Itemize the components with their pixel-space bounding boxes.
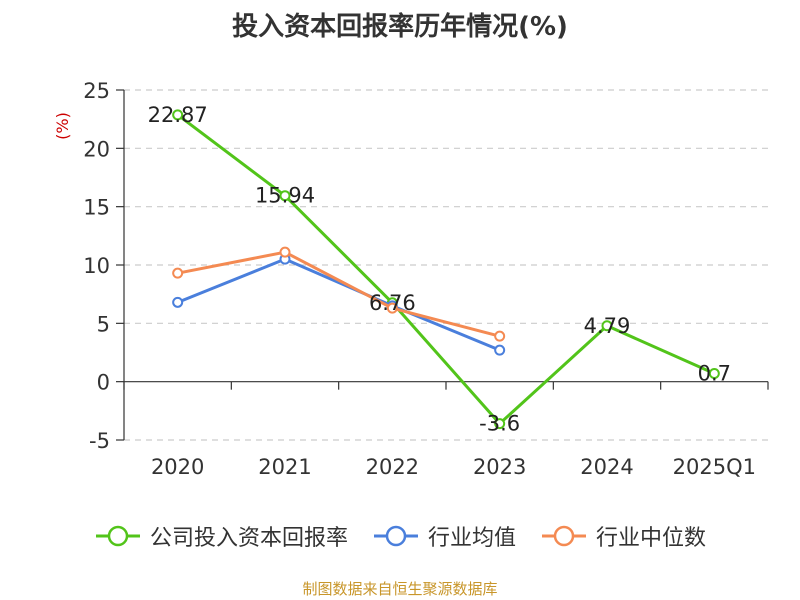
data-label: -3.6 [479,412,520,436]
x-tick-label: 2024 [580,455,633,479]
data-label: 4.79 [584,314,631,338]
axes: 25 20 15 10 5 0 -5 2020 2021 2022 2023 2024 2025Q1 (%… [53,79,769,479]
legend-item[interactable]: 公司投入资本回报率 [94,520,348,552]
y-tick-label: 10 [83,254,110,278]
data-point [279,190,291,202]
data-point [172,109,184,121]
legend-label: 行业均值 [427,526,516,551]
series-line [177,257,501,352]
x-tick-label: 2021 [258,455,311,479]
y-tick-label: 15 [83,196,110,220]
data-label: 0.7 [698,362,731,386]
chart-title: 投入资本回报率历年情况(%) [232,12,568,42]
y-tick-label: 5 [97,312,110,336]
data-point [708,368,720,379]
series-lines [172,109,720,430]
data-label: 22.87 [148,103,208,127]
data-label: 15.94 [255,184,315,208]
x-tick-label: 2020 [151,455,204,479]
series-line [177,250,501,338]
x-tick-label: 2022 [366,455,419,479]
data-point [494,418,506,430]
data-point [601,320,613,332]
legend-label: 行业中位数 [596,526,707,551]
source-note: 制图数据来自恒生聚源数据库 [302,580,498,598]
y-tick-label: 0 [97,371,110,395]
x-tick-label: 2025Q1 [673,455,756,479]
data-point [494,330,506,342]
data-labels: 22.87 15.94 6.76 -3.6 4.79 0.7 [148,103,731,436]
legend-swatch-icon [95,525,140,547]
legend-item[interactable]: 行业中位数 [540,520,706,552]
series-line [176,113,715,426]
y-tick-label: -5 [89,429,110,453]
data-point [279,246,291,258]
data-point [386,302,398,314]
legend-label: 公司投入资本回报率 [149,526,348,551]
legend-swatch-icon [373,525,418,547]
x-tick-label: 2023 [473,455,526,479]
data-point [494,344,506,356]
data-label: 6.76 [369,291,416,315]
legend-swatch-icon [542,525,586,547]
y-axis-label: (%) [53,112,72,140]
y-tick-label: 20 [83,137,110,161]
data-point [172,296,184,308]
data-point [172,267,184,279]
legend: 公司投入资本回报率 行业均值 行业中位数 [0,520,800,552]
y-tick-label: 25 [83,79,110,103]
legend-item[interactable]: 行业均值 [372,520,516,552]
